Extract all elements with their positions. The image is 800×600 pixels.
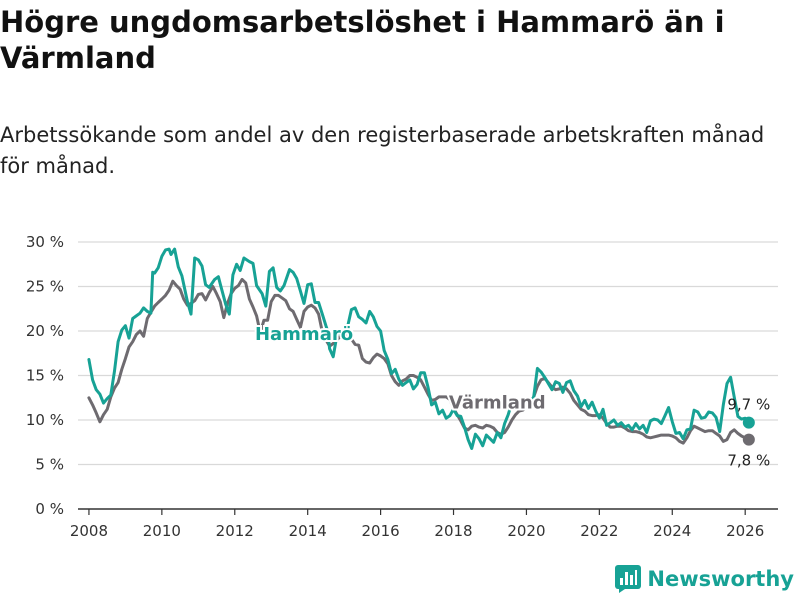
x-tick-label: 2012 — [216, 522, 254, 540]
annotations: Hammarö Värmland — [253, 322, 548, 416]
x-axis: 2008 2010 2012 2014 2016 2018 2020 2022 2024 2026 — [70, 508, 778, 540]
y-axis-ticks: 0 % 5 % 10 % 15 % 20 % 25 % 30 % — [26, 233, 64, 518]
y-tick-label: 10 % — [26, 411, 64, 429]
chart-title: Högre ungdomsarbetslöshet i Hammarö än i… — [0, 5, 725, 75]
y-tick-label: 15 % — [26, 367, 64, 385]
y-tick-label: 20 % — [26, 322, 64, 340]
series-line-hammaro — [87, 247, 751, 450]
x-tick-label: 2024 — [653, 522, 691, 540]
x-tick-label: 2022 — [580, 522, 618, 540]
series-annotation: Hammarö — [255, 324, 353, 345]
end-marker — [742, 433, 755, 446]
end-value-label: 7,8 % — [727, 452, 770, 470]
newsworthy-logo-icon — [615, 565, 642, 593]
newsworthy-brand: Newsworthy — [615, 564, 794, 594]
end-value-label: 9,7 % — [727, 396, 770, 414]
y-tick-label: 0 % — [35, 500, 64, 518]
end-markers: 9,7 % 7,8 % — [727, 396, 770, 470]
x-tick-label: 2008 — [70, 522, 108, 540]
x-tick-label: 2018 — [434, 522, 472, 540]
x-tick-label: 2010 — [143, 522, 181, 540]
chart-subtitle: Arbetssökande som andel av den registerb… — [0, 123, 765, 178]
y-tick-label: 30 % — [26, 233, 64, 251]
series-annotation: Värmland — [449, 392, 546, 413]
end-marker — [742, 416, 755, 429]
x-tick-label: 2020 — [507, 522, 545, 540]
x-tick-label: 2016 — [362, 522, 400, 540]
x-tick-label: 2014 — [289, 522, 327, 540]
y-tick-label: 5 % — [35, 456, 64, 474]
y-tick-label: 25 % — [26, 278, 64, 296]
x-tick-label: 2026 — [726, 522, 764, 540]
brand-name: Newsworthy — [647, 567, 794, 591]
series-lines — [87, 247, 751, 450]
